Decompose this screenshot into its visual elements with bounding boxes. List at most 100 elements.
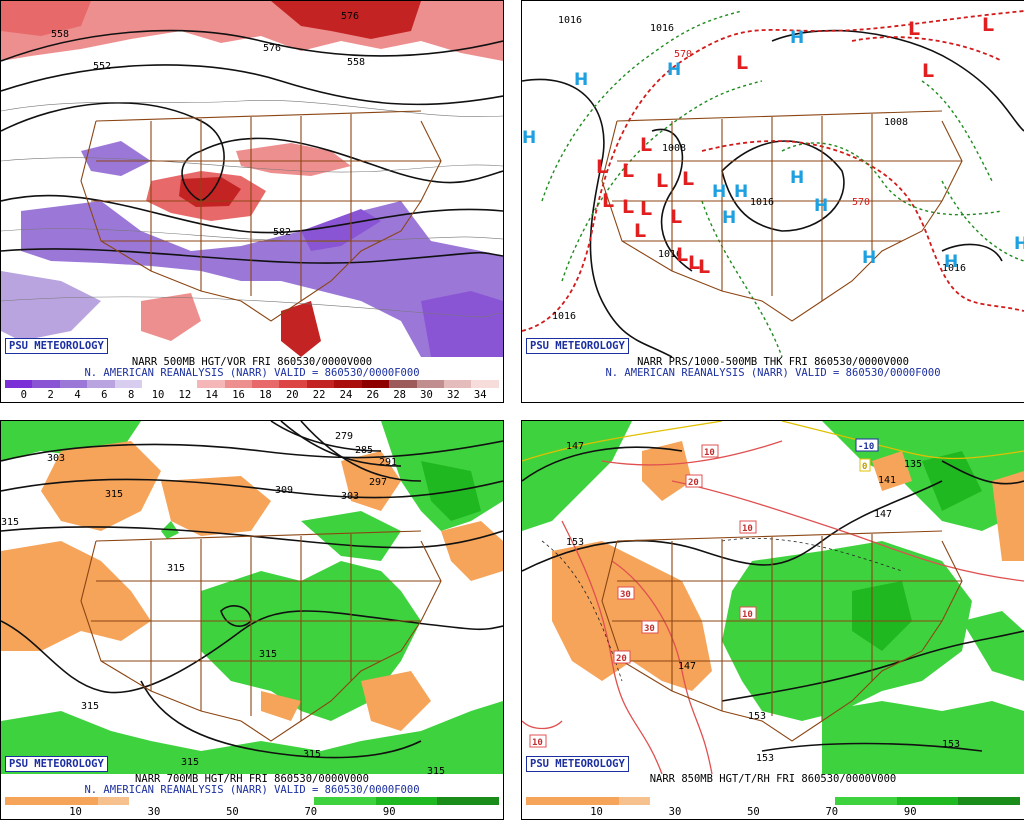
colorbar-swatch <box>221 797 252 805</box>
colorbar-tick-label: 70 <box>304 806 318 818</box>
colorbar-swatch <box>649 797 681 805</box>
low-pressure-marker: L <box>908 18 920 40</box>
high-pressure-marker: H <box>814 196 828 216</box>
colorbar-swatch <box>35 797 67 805</box>
colorbar-tick-label: 90 <box>382 806 396 818</box>
colorbar-swatch <box>896 797 928 805</box>
colorbar-tick-label: 8 <box>128 389 135 401</box>
colorbar-swatch <box>416 380 444 388</box>
t850-map: 147 153 141 147 135 147 153 153 153 -10 … <box>522 421 1024 774</box>
contour-label: 315 <box>105 489 123 500</box>
contour-label: 570 <box>674 49 692 60</box>
colorbar-swatch <box>159 797 191 805</box>
colorbar-swatch <box>361 380 390 388</box>
colorbar-swatch <box>989 797 1020 805</box>
colorbar-tick-label: 90 <box>903 806 917 818</box>
colorbar-tick-label: 22 <box>312 389 326 401</box>
contour-label: 1008 <box>662 143 686 154</box>
contour-label: 315 <box>303 749 321 760</box>
contour-label: 576 <box>263 43 281 54</box>
colorbar-swatch <box>711 797 743 805</box>
colorbar-swatch <box>251 380 280 388</box>
colorbar-swatch <box>803 797 835 805</box>
contour-label: 315 <box>167 563 185 574</box>
colorbar-swatch <box>526 797 557 805</box>
contour-label: 315 <box>427 766 445 774</box>
temp-label-box: 20 <box>613 650 631 664</box>
colorbar-swatch <box>958 797 990 805</box>
colorbar-swatch <box>834 797 866 805</box>
colorbar-tick-label: 0 <box>20 389 27 401</box>
temp-label-box: 30 <box>617 586 635 600</box>
colorbar-swatch <box>5 380 33 388</box>
colorbar-swatch <box>190 797 222 805</box>
contour-label: 582 <box>273 227 291 238</box>
low-pressure-marker: L <box>640 198 652 220</box>
map-subtitle: N. AMERICAN REANALYSIS (NARR) VALID = 86… <box>84 367 420 379</box>
colorbar-swatch <box>444 380 472 388</box>
contour-label: 315 <box>181 757 199 768</box>
colorbar-tick-label: 6 <box>101 389 108 401</box>
contour-label: 303 <box>341 491 359 502</box>
temp-label-box: 10 <box>529 734 547 748</box>
colorbar-tick-label: 10 <box>69 806 82 818</box>
low-pressure-marker: L <box>622 196 634 218</box>
colorbar-swatch <box>389 380 417 388</box>
colorbar-tick-label: 30 <box>668 806 682 818</box>
colorbar-swatch <box>773 797 804 805</box>
colorbar-tick-label: 10 <box>151 389 165 401</box>
colorbar-tick-label: 4 <box>74 389 81 401</box>
contour-label: 153 <box>756 753 774 764</box>
contour-label: 315 <box>1 517 19 528</box>
temp-label: 20 <box>688 478 699 488</box>
colorbar-tick-label: 18 <box>259 389 272 401</box>
colorbar-ticks: 0 2 4 6 8 10 12 14 16 18 20 22 24 26 28 30 32 34 <box>5 390 499 401</box>
colorbar-swatch <box>59 380 88 388</box>
colorbar-tick-label: 50 <box>747 806 760 818</box>
contour-label: 291 <box>379 457 397 468</box>
colorbar-swatch <box>224 380 252 388</box>
low-pressure-marker: L <box>622 160 634 182</box>
temp-label: 10 <box>532 738 543 748</box>
colorbar-tick-label: 20 <box>285 389 299 401</box>
colorbar-swatch <box>437 797 469 805</box>
temp-label: 10 <box>742 610 753 620</box>
temp-label-box: 10 <box>739 606 757 620</box>
contour-label: 153 <box>566 537 584 548</box>
map-title: NARR 500MB HGT/VOR FRI 860530/0000V000 <box>131 356 373 368</box>
colorbar-swatch <box>114 380 143 388</box>
colorbar-swatch <box>587 797 619 805</box>
colorbar-swatch <box>197 380 225 388</box>
colorbar-ticks: 10 30 50 70 90 <box>526 807 1020 818</box>
colorbar-swatch <box>618 797 650 805</box>
psu-meteorology-badge: PSU METEOROLOGY <box>526 338 629 354</box>
low-pressure-marker: L <box>634 220 646 242</box>
colorbar-tick-label: 32 <box>447 389 460 401</box>
colorbar-swatch <box>87 380 115 388</box>
colorbar-swatch <box>927 797 959 805</box>
psu-meteorology-badge: PSU METEOROLOGY <box>5 338 108 354</box>
contour-label: 552 <box>93 61 111 72</box>
map-title: NARR 850MB HGT/T/RH FRI 860530/0000V000 <box>649 773 897 785</box>
map-subtitle: N. AMERICAN REANALYSIS (NARR) VALID = 86… <box>605 367 941 379</box>
colorbar-tick-label: 30 <box>147 806 161 818</box>
panel-thickness: 1016 1016 570 1008 1016 1008 1016 570 10… <box>521 0 1024 403</box>
contour-label: 558 <box>347 57 365 68</box>
psu-meteorology-badge: PSU METEOROLOGY <box>526 756 629 772</box>
contour-label: 1008 <box>884 117 908 128</box>
colorbar-swatch <box>252 797 283 805</box>
high-pressure-marker: H <box>667 60 681 80</box>
colorbar-tick-label: 10 <box>590 806 603 818</box>
high-pressure-marker: H <box>1014 234 1024 254</box>
low-pressure-marker: L <box>698 256 710 278</box>
high-pressure-marker: H <box>712 182 726 202</box>
colorbar-tick-label: 50 <box>226 806 239 818</box>
colorbar-swatch <box>468 797 499 805</box>
thickness-map: 1016 1016 570 1008 1016 1008 1016 570 10… <box>522 1 1024 357</box>
contour-label: 558 <box>51 29 69 40</box>
contour-label: 315 <box>81 701 99 712</box>
colorbar-swatch <box>169 380 198 388</box>
colorbar-swatch <box>865 797 897 805</box>
rh700-map: 303 315 279 285 291 297 303 309 315 315 … <box>1 421 503 774</box>
colorbar-tick-label: 12 <box>178 389 192 401</box>
